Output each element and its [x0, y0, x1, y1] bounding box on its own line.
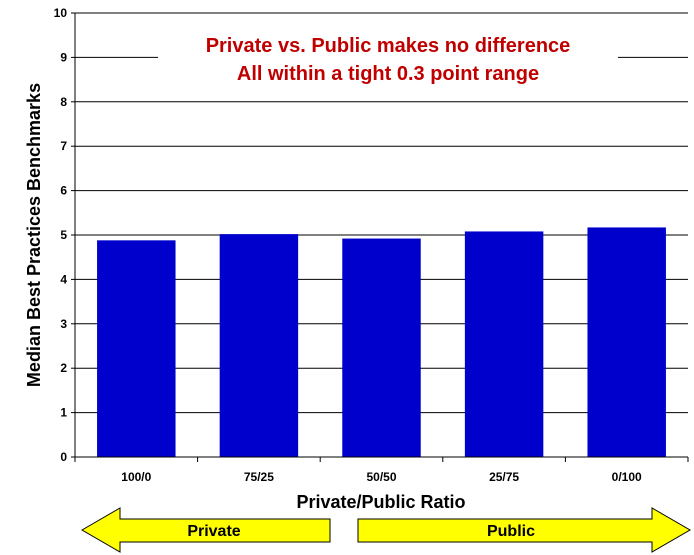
x-tick-label: 75/25 [244, 470, 274, 484]
public-arrow: Public [357, 507, 691, 553]
y-tick-labels: 0 1 2 3 4 5 6 7 8 9 10 [54, 6, 75, 464]
y-tick-label: 1 [60, 406, 67, 420]
private-arrow: Private [81, 507, 331, 553]
y-tick-label: 0 [60, 450, 67, 464]
annotation-line-2: All within a tight 0.3 point range [237, 63, 539, 85]
x-tick-label: 100/0 [121, 470, 151, 484]
x-tick-label: 0/100 [612, 470, 642, 484]
y-tick-label: 9 [60, 50, 67, 64]
bar-75-25 [219, 234, 299, 457]
public-arrow-label: Public [487, 523, 535, 540]
x-tick-label: 50/50 [366, 470, 396, 484]
y-tick-label: 6 [60, 184, 67, 198]
y-tick-label: 3 [60, 317, 67, 331]
y-tick-label: 4 [60, 272, 67, 286]
bar-100-0 [97, 240, 176, 457]
x-tick-labels: 100/0 75/25 50/50 25/75 0/100 [74, 457, 689, 484]
x-axis-label: Private/Public Ratio [296, 492, 465, 512]
y-tick-label: 10 [54, 6, 68, 20]
annotation-box: Private vs. Public makes no difference A… [158, 28, 618, 96]
x-tick-label: 25/75 [489, 470, 519, 484]
bar-50-50 [342, 238, 421, 457]
bars [97, 227, 666, 457]
y-tick-label: 2 [60, 361, 67, 375]
y-tick-label: 8 [60, 95, 67, 109]
y-tick-label: 5 [60, 228, 67, 242]
bar-0-100 [587, 227, 666, 457]
y-axis-label: Median Best Practices Benchmarks [24, 83, 44, 387]
public-arrow-shape [357, 507, 691, 553]
annotation-line-1: Private vs. Public makes no difference [206, 35, 571, 57]
private-arrow-shape [81, 507, 331, 553]
y-tick-label: 7 [60, 139, 67, 153]
bar-25-75 [464, 231, 544, 457]
private-arrow-label: Private [187, 523, 240, 540]
